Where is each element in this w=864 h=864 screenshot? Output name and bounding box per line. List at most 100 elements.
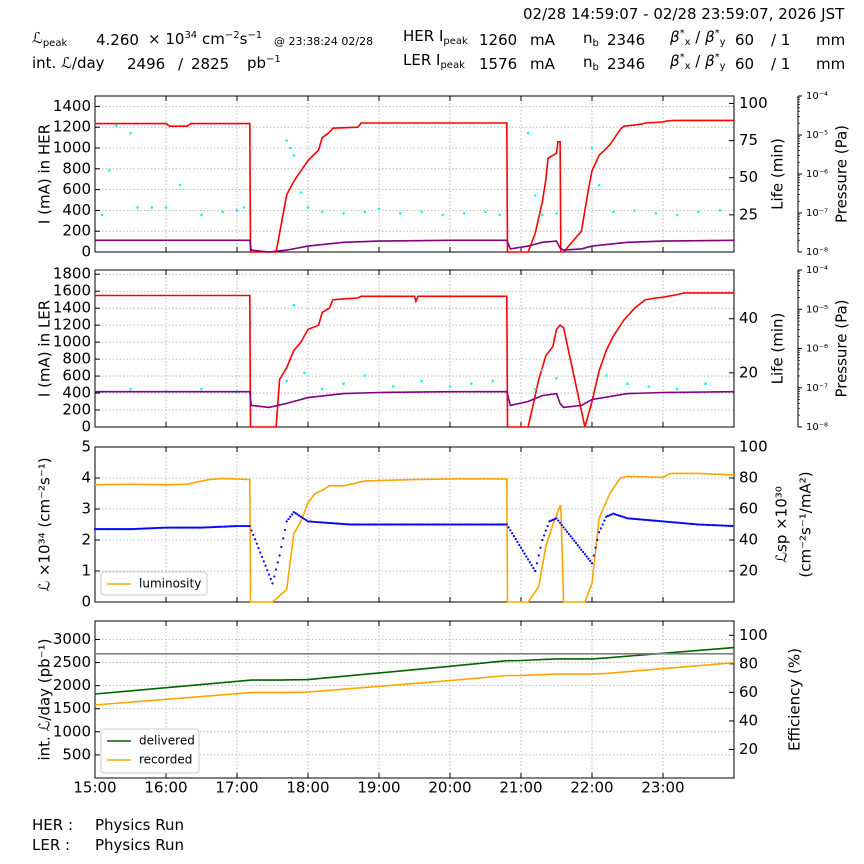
panel-3-specific-point — [322, 521, 326, 524]
panel-3-specific-point — [686, 522, 689, 525]
panel-3-specific-point — [709, 523, 713, 527]
panel-3-specific-point — [115, 528, 118, 531]
panel-1-life-point — [363, 210, 367, 214]
intl-value-2: 2825 — [191, 55, 230, 73]
panel-3-specific-point — [312, 520, 315, 523]
panel-2-ytick-label: 600 — [62, 367, 91, 385]
panel-3-specific-point — [337, 522, 340, 525]
panel-1-life-point — [242, 206, 246, 209]
panel-3-specific-point — [507, 526, 510, 529]
panel-1-ytick-label: 1200 — [53, 118, 91, 136]
panel-2-life-point — [647, 385, 651, 388]
lpeak-value: 4.260 — [96, 31, 139, 49]
panel-3-specific-point — [684, 522, 688, 525]
panel-3-y2tick-label: 100 — [739, 438, 768, 456]
panel-3-specific-point — [290, 513, 294, 516]
panel-3-specific-point — [420, 523, 423, 526]
panel-2-y3label: Pressure (Pa) — [833, 299, 851, 397]
panel-3-specific-point — [237, 524, 240, 528]
panel-1-life-point — [107, 168, 111, 172]
panel-3-specific-point — [196, 526, 200, 529]
panel-3-specific-point — [381, 523, 384, 526]
panel-3-specific-point — [592, 554, 595, 557]
panel-3-specific-point — [589, 559, 592, 563]
panel-3-specific-point — [415, 523, 418, 526]
panel-3-specific-point — [235, 524, 239, 528]
panel-3-specific-point — [248, 524, 251, 528]
panel-1-y2tick-label: 50 — [739, 168, 758, 186]
panel-3-specific-point — [502, 523, 505, 526]
panel-3-specific-point — [624, 516, 627, 519]
panel-3-specific-point — [731, 524, 734, 528]
panel-3-specific-point — [408, 523, 411, 526]
panel-1-life-point — [484, 210, 487, 214]
panel-3-specific-point — [711, 524, 714, 527]
panel-3-specific-point — [582, 550, 585, 554]
panel-2-life-point — [533, 387, 537, 391]
panel-3-specific-point — [379, 523, 382, 526]
panel-3-specific-point — [99, 528, 102, 531]
panel-3-specific-point — [360, 523, 363, 526]
panel-3-specific-point — [147, 527, 150, 530]
panel-3-specific-point — [399, 523, 402, 526]
panel-3-specific-point — [674, 521, 677, 524]
panel-3-specific-point — [321, 521, 324, 524]
panel-3-specific-point — [218, 525, 221, 528]
panel-3-specific-point — [223, 525, 226, 528]
panel-4-xtick-label: 19:00 — [357, 779, 400, 797]
her-peak-sub: peak — [443, 36, 468, 47]
panel-3-specific-point — [503, 523, 507, 526]
panel-3-specific-point — [120, 528, 123, 531]
panel-3-specific-point — [463, 523, 466, 526]
panel-3-specific-point — [532, 566, 535, 570]
legend-delivered-label: delivered — [139, 734, 195, 748]
panel-3-specific-point — [409, 523, 413, 526]
panel-3-specific-point — [413, 523, 416, 526]
panel-1-y2label: Life (min) — [769, 138, 787, 210]
panel-3-specific-point — [422, 523, 425, 526]
ler-beta-label: β*x / β*y — [670, 52, 726, 72]
panel-3-specific-point — [638, 518, 642, 521]
panel-3-specific-point — [354, 523, 358, 526]
panel-1-life-point — [136, 206, 139, 209]
panel-3-specific-point — [658, 519, 661, 523]
panel-2-life-point — [391, 385, 395, 388]
panel-3-specific-point — [285, 520, 288, 523]
panel-3-specific-point — [450, 523, 453, 526]
panel-3-specific-point — [134, 527, 137, 531]
panel-3-specific-point — [525, 555, 528, 558]
ler-nb-n: n — [583, 53, 593, 71]
panel-3-specific-point — [198, 526, 201, 529]
legend-recorded-label: recorded — [139, 753, 192, 767]
ler-i: LER I — [403, 51, 441, 69]
panel-3-specific-point — [95, 528, 98, 531]
panel-2-ylabel: I (mA) in LER — [36, 300, 54, 397]
panel-3-specific-point — [416, 523, 420, 526]
panel-1-ytick-label: 400 — [62, 201, 91, 219]
panel-1-life-point — [498, 213, 502, 217]
panel-3-specific-point — [182, 526, 185, 529]
panel-3-specific-point — [122, 528, 125, 531]
panel-2-life-point — [555, 376, 558, 380]
ler-nb-sub: b — [592, 62, 599, 73]
panel-1-life-point — [292, 154, 296, 157]
panel-3-specific-point — [257, 547, 260, 550]
panel-3-specific-point — [388, 523, 391, 526]
panel-3-specific-point — [491, 523, 494, 526]
her-nb-sub: b — [592, 38, 599, 49]
panel-3-ytick-label: 4 — [81, 469, 91, 487]
panel-3-specific-point — [729, 524, 732, 527]
panel-3-specific-point — [530, 564, 533, 567]
lpeak-times: × 10 — [148, 30, 185, 48]
panel-3-specific-point — [299, 515, 302, 518]
panel-3-specific-point — [212, 525, 216, 529]
ler-peak-sub: peak — [440, 60, 465, 71]
panel-3-specific-point — [175, 526, 178, 529]
panel-3-specific-point — [656, 519, 659, 523]
panel-3-specific-point — [356, 523, 359, 526]
panel-3-specific-point — [219, 525, 223, 528]
panel-3-specific-point — [273, 575, 276, 578]
panel-2-life-point — [292, 303, 296, 307]
panel-3-specific-point — [216, 525, 219, 529]
panel-3-specific-point — [305, 519, 308, 522]
